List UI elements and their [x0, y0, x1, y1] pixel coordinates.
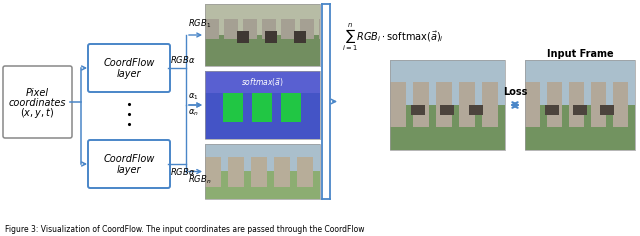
Text: Pixel: Pixel	[26, 88, 49, 98]
Text: layer: layer	[116, 165, 141, 175]
Text: layer: layer	[116, 69, 141, 79]
Text: Figure 3: Visualization of CoordFlow. The input coordinates are passed through t: Figure 3: Visualization of CoordFlow. Th…	[5, 224, 365, 233]
FancyBboxPatch shape	[88, 140, 170, 188]
Text: $RGB\alpha$: $RGB\alpha$	[170, 166, 195, 177]
Bar	[390, 60, 505, 150]
Text: coordinates: coordinates	[9, 98, 67, 108]
Text: $RGB_1$: $RGB_1$	[188, 17, 211, 30]
Text: Input Frame: Input Frame	[547, 49, 613, 59]
FancyBboxPatch shape	[88, 44, 170, 92]
Bar	[205, 4, 320, 66]
Text: $(x,y,t)$: $(x,y,t)$	[20, 106, 54, 120]
Bar	[205, 71, 320, 139]
Text: CoordFlow: CoordFlow	[103, 58, 155, 68]
Text: $\alpha_n$: $\alpha_n$	[188, 108, 199, 118]
FancyBboxPatch shape	[3, 66, 72, 138]
Text: $RGB\alpha$: $RGB\alpha$	[170, 54, 195, 65]
Text: $\sum_{i=1}^{n}RGB_i\cdot\mathrm{softmax}(\vec{a})_i$: $\sum_{i=1}^{n}RGB_i\cdot\mathrm{softmax…	[342, 22, 444, 53]
Text: Loss: Loss	[503, 87, 527, 97]
Text: CoordFlow: CoordFlow	[103, 154, 155, 164]
Bar	[205, 144, 320, 199]
Bar	[525, 60, 635, 150]
Text: $RGB_n$: $RGB_n$	[188, 173, 211, 186]
Text: $\alpha_1$: $\alpha_1$	[188, 92, 198, 102]
Text: softmax$(\vec{a})$: softmax$(\vec{a})$	[241, 77, 284, 89]
